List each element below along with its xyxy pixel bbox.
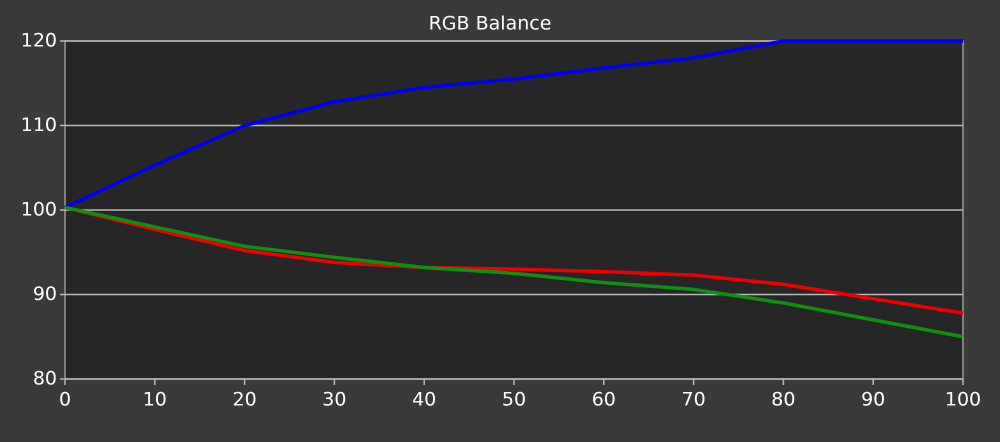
y-tick-label: 100 — [21, 199, 57, 221]
x-tick-label: 0 — [59, 389, 71, 411]
y-tick-label: 90 — [33, 283, 57, 305]
series-line — [64, 205, 964, 315]
series-line — [64, 39, 963, 210]
series-line — [64, 205, 964, 339]
y-tick-label: 80 — [33, 368, 57, 390]
x-tick-label: 20 — [233, 389, 257, 411]
x-tick-label: 80 — [771, 389, 795, 411]
x-tick-label: 40 — [412, 389, 436, 411]
x-tick-label: 10 — [143, 389, 167, 411]
y-tick-label: 110 — [21, 114, 57, 136]
x-tick-label: 100 — [945, 389, 981, 411]
x-tick-label: 50 — [502, 389, 526, 411]
x-tick-label: 90 — [861, 389, 885, 411]
chart-title: RGB Balance — [429, 13, 552, 35]
x-tick-label: 30 — [322, 389, 346, 411]
x-tick-label: 60 — [592, 389, 616, 411]
x-tick-label: 70 — [682, 389, 706, 411]
y-tick-label: 120 — [21, 30, 57, 52]
